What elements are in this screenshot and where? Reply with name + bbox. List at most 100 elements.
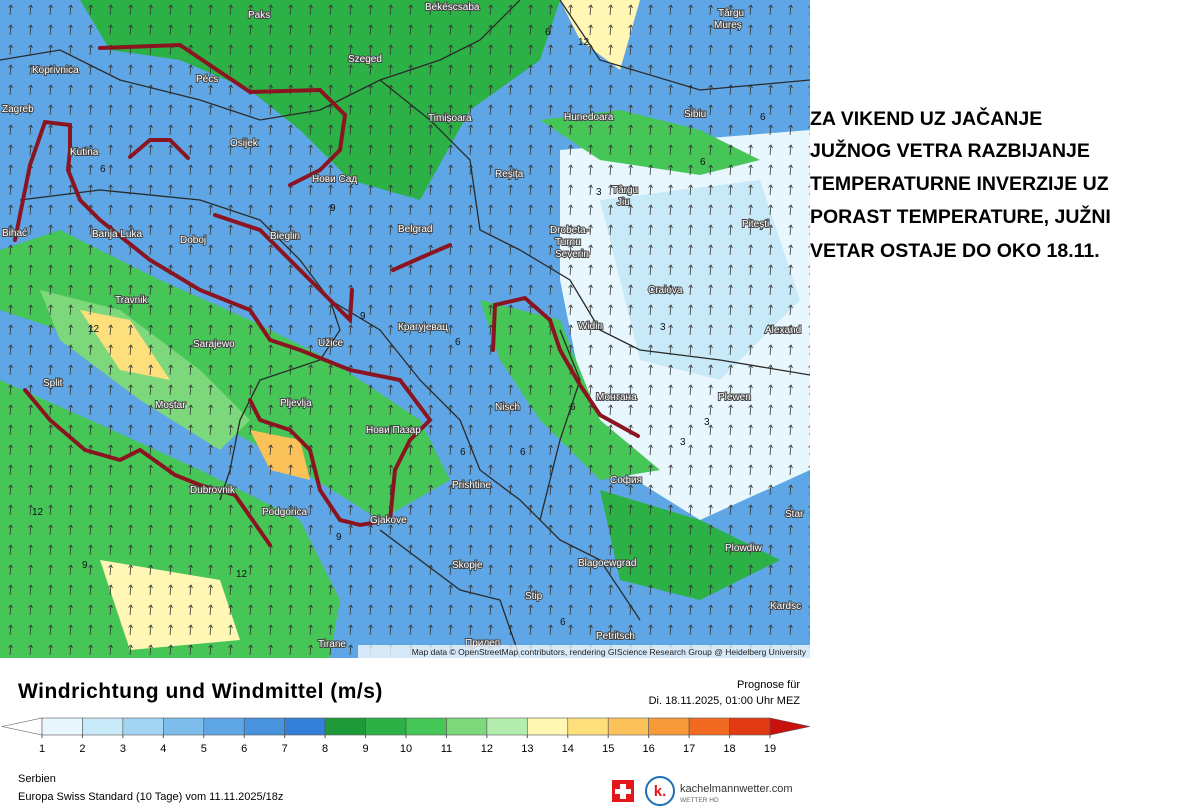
colorbar-segment (446, 717, 488, 736)
annotation-line: VETAR OSTAJE DO OKO 18.11. (810, 240, 1100, 262)
colorbar-tick-label: 7 (282, 743, 288, 755)
colorbar-tick-label: 6 (241, 743, 247, 755)
colorbar-start (1, 717, 43, 736)
attribution: Map data © OpenStreetMap contributors, r… (412, 647, 807, 657)
svg-text:Mostar: Mostar (155, 400, 186, 411)
svg-text:Pljevlja: Pljevlja (280, 398, 312, 409)
colorbar-tick-label: 19 (764, 743, 776, 755)
svg-text:Widin: Widin (578, 321, 603, 332)
svg-text:Kutina: Kutina (70, 147, 99, 158)
svg-text:6: 6 (455, 337, 461, 348)
brand-sub: WETTER HD (680, 797, 719, 804)
svg-text:12: 12 (578, 37, 590, 48)
colorbar-segment (567, 717, 609, 736)
svg-text:3: 3 (596, 187, 602, 198)
svg-text:Doboj: Doboj (180, 235, 206, 246)
colorbar-tick-label: 5 (201, 743, 207, 755)
svg-text:Bieglin: Bieglin (270, 231, 300, 242)
colorbar-segment (688, 717, 730, 736)
colorbar-tick-label: 10 (400, 743, 412, 755)
colorbar-segment (365, 717, 407, 736)
colorbar-segment (203, 717, 245, 736)
brand-name: kachelmannwetter.com (680, 783, 793, 795)
svg-text:Szeged: Szeged (348, 54, 382, 65)
svg-text:Plewen: Plewen (718, 392, 751, 403)
colorbar-tick-label: 15 (602, 743, 614, 755)
colorbar-tick-label: 18 (723, 743, 735, 755)
colorbar-segment (648, 717, 690, 736)
colorbar-segment (405, 717, 447, 736)
colorbar-tick-label: 11 (441, 743, 452, 755)
svg-text:Крагујевац: Крагујевац (398, 322, 448, 333)
svg-text:6: 6 (520, 447, 526, 458)
svg-text:Нови Пазар: Нови Пазар (366, 425, 421, 436)
swiss-cross (615, 784, 631, 799)
svg-text:Craiova: Craiova (648, 285, 683, 296)
colorbar-segment (163, 717, 205, 736)
brand-logo (645, 776, 675, 806)
annotation-line: JUŽNOG VETRA RAZBIJANJE (810, 140, 1090, 162)
colorbar-tick-label: 1 (39, 743, 45, 755)
svg-text:Paks: Paks (248, 10, 270, 21)
svg-text:3: 3 (680, 437, 686, 448)
svg-text:Prishtine: Prishtine (452, 480, 491, 491)
forecast-label: Prognose für (737, 679, 800, 691)
svg-text:Petritsch: Petritsch (596, 631, 635, 642)
colorbar: 1 2 3 4 5 6 7 8 9 10 11 12 13 14 15 16 17 18 19 (1, 717, 811, 755)
borders (0, 0, 810, 658)
brand-letter: k. (654, 783, 667, 800)
svg-text:Târgu: Târgu (718, 8, 744, 19)
svg-text:Plowdiw: Plowdiw (725, 543, 762, 554)
svg-text:Mureș: Mureș (714, 20, 742, 31)
svg-text:9: 9 (82, 560, 88, 571)
annotation-line: PORAST TEMPERATURE, JUŽNI (810, 206, 1111, 228)
contour-labels: 12 6 6 6 3 9 3 6 12 6 9 3 6 6 12 9 12 6 … (32, 27, 766, 628)
annotation-line: TEMPERATURNE INVERZIJE UZ (810, 173, 1109, 195)
svg-text:Pécs: Pécs (196, 74, 218, 85)
svg-text:Skopje: Skopje (452, 560, 483, 571)
svg-text:Bihać: Bihać (2, 228, 27, 239)
svg-text:Drobeta-: Drobeta- (550, 225, 589, 236)
svg-text:Star: Star (785, 509, 804, 520)
colorbar-end (769, 717, 811, 736)
svg-text:3: 3 (660, 322, 666, 333)
svg-text:Blagoewgrad: Blagoewgrad (578, 558, 636, 569)
legend-title: Windrichtung und Windmittel (m/s) (18, 680, 383, 703)
svg-text:Alexand: Alexand (765, 325, 801, 336)
colorbar-segment (607, 717, 649, 736)
colorbar-tick-label: 17 (683, 743, 695, 755)
svg-text:Békéscsaba: Békéscsaba (425, 2, 480, 13)
svg-text:6: 6 (700, 157, 706, 168)
colorbar-tick-label: 2 (79, 743, 85, 755)
svg-text:Turnu: Turnu (555, 237, 581, 248)
svg-text:Koprivnica: Koprivnica (32, 65, 79, 76)
svg-text:6: 6 (545, 27, 551, 38)
colorbar-tick-label: 16 (643, 743, 655, 755)
svg-text:9: 9 (330, 203, 336, 214)
svg-text:Reșița: Reșița (495, 169, 524, 180)
svg-text:Kardsc: Kardsc (770, 601, 801, 612)
svg-text:Split: Split (43, 378, 63, 389)
svg-text:Stip: Stip (525, 591, 543, 602)
city-labels: Paks Békéscsaba Târgu Mureș Koprivnica P… (1, 1, 805, 651)
svg-text:12: 12 (32, 507, 44, 518)
svg-text:6: 6 (760, 112, 766, 123)
colorbar-tick-label: 9 (362, 743, 368, 755)
colorbar-tick-label: 13 (521, 743, 533, 755)
svg-text:12: 12 (88, 324, 100, 335)
wind-map: Paks Békéscsaba Târgu Mureș Koprivnica P… (0, 0, 810, 658)
svg-text:Osijek: Osijek (230, 138, 259, 149)
svg-text:6: 6 (100, 164, 106, 175)
colorbar-tick-label: 12 (481, 743, 493, 755)
annotation-line: ZA VIKEND UZ JAČANJE (810, 108, 1043, 130)
svg-text:София: София (610, 474, 642, 486)
colorbar-tick-label: 4 (160, 743, 166, 755)
svg-text:Târgu: Târgu (612, 185, 638, 196)
colorbar-segment (324, 717, 366, 736)
svg-text:Pitești: Pitești (742, 219, 769, 230)
colorbar-tick-label: 8 (322, 743, 328, 755)
svg-text:Podgorica: Podgorica (262, 507, 307, 518)
colorbar-segment (41, 717, 83, 736)
svg-text:Banja Luka: Banja Luka (92, 229, 142, 240)
